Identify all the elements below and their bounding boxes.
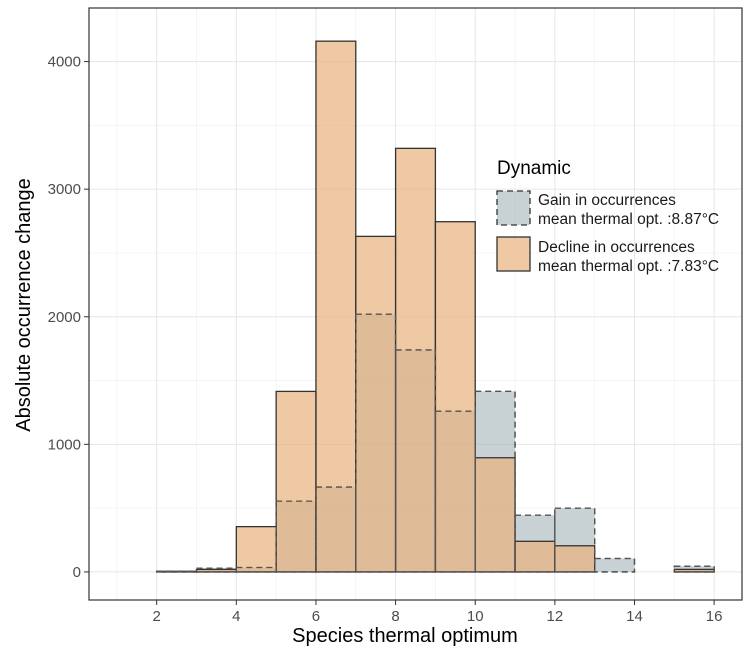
- x-tick-label: 8: [391, 608, 399, 625]
- x-tick-label: 16: [706, 608, 723, 625]
- gain-bar-outline: [275, 500, 317, 573]
- y-tick-labels: 0 1000 2000 3000 4000: [48, 54, 81, 581]
- x-axis-title: Species thermal optimum: [292, 625, 518, 647]
- y-tick-label: 4000: [48, 54, 81, 71]
- legend-key-decline: [496, 236, 531, 272]
- decline-bar: [554, 545, 596, 573]
- decline-bar: [394, 147, 437, 573]
- legend-title: Dynamic: [497, 158, 571, 179]
- x-tick-label: 2: [153, 608, 161, 625]
- x-tick-label: 6: [312, 608, 320, 625]
- y-axis-title: Absolute occurrence change: [13, 178, 35, 432]
- decline-bar: [434, 221, 476, 573]
- gain-bar-outline: [594, 557, 636, 573]
- legend-key-gain: [496, 190, 531, 226]
- decline-bar: [315, 40, 357, 573]
- gain-bar: [594, 557, 636, 573]
- decline-bar: [235, 525, 277, 573]
- y-tick-label: 0: [73, 564, 81, 581]
- gain-bar-outline: [474, 390, 516, 573]
- gain-bar-outline: [315, 486, 357, 573]
- gain-bar-outline: [554, 507, 596, 573]
- decline-bar: [474, 457, 516, 573]
- gain-bar-outline: [195, 567, 237, 573]
- legend-label-decline-line1: Decline in occurrences: [538, 239, 695, 256]
- legend-label-decline-line2: mean thermal opt. :7.83°C: [538, 258, 719, 275]
- x-tick-label: 12: [547, 608, 564, 625]
- y-tick-label: 3000: [48, 181, 81, 198]
- x-tick-labels: 2 4 6 8 10 12 14 16: [153, 608, 723, 625]
- panel-border: [88, 7, 743, 601]
- decline-bar: [275, 390, 317, 573]
- gain-bar-outline: [673, 565, 715, 573]
- x-tick-label: 14: [626, 608, 643, 625]
- y-tick-label: 2000: [48, 309, 81, 326]
- decline-bars: [156, 40, 715, 573]
- axis-ticks: [84, 61, 715, 605]
- y-tick-label: 1000: [48, 436, 81, 453]
- gain-bar-outline: [156, 570, 198, 573]
- decline-bar: [514, 540, 556, 573]
- legend-label-gain-line2: mean thermal opt. :8.87°C: [538, 211, 719, 228]
- gain-outline-overlay: [156, 313, 715, 573]
- legend: Dynamic Gain in occurrences mean thermal…: [496, 158, 719, 275]
- x-tick-label: 4: [232, 608, 240, 625]
- legend-label-gain-line1: Gain in occurrences: [538, 192, 676, 209]
- gain-bar-outline: [514, 514, 556, 573]
- x-tick-label: 10: [467, 608, 484, 625]
- decline-bar: [355, 235, 397, 573]
